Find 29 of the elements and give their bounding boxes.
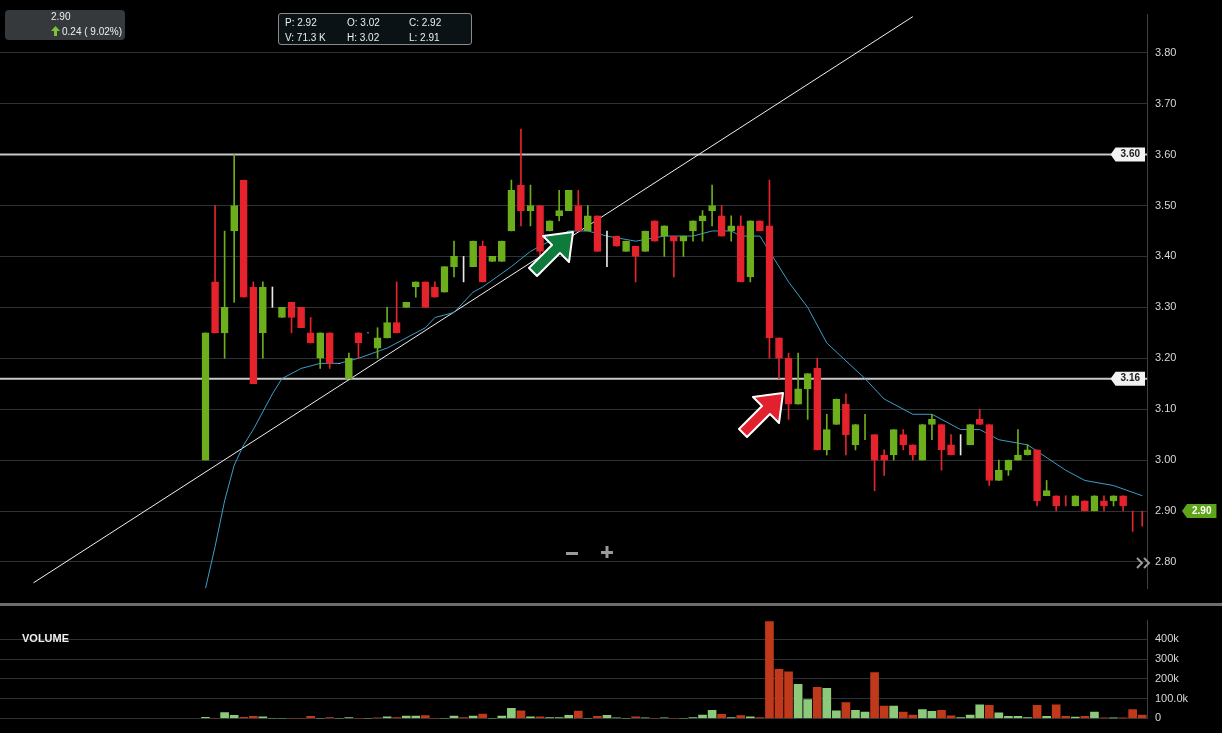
annotation: O: 3.02 — [347, 17, 381, 29]
y-tick-label: 3.30 — [1155, 300, 1177, 313]
y-tick-label: 400k — [1155, 632, 1180, 645]
ref-line-label: 3.60 — [1120, 148, 1141, 160]
y-tick-label: 2.80 — [1155, 554, 1177, 567]
y-tick-label: 200k — [1155, 671, 1180, 684]
y-tick-label: 3.00 — [1155, 453, 1177, 466]
y-tick-label: 3.50 — [1155, 198, 1177, 211]
text: VOLUME — [22, 631, 70, 644]
y-tick-label: 300k — [1155, 652, 1180, 665]
annotation: V: 71.3 K — [285, 32, 327, 44]
annotation: C: 2.92 — [409, 17, 443, 29]
annotation: 0.24 ( 9.02%) — [62, 26, 123, 37]
y-tick-label: 2.90 — [1155, 504, 1177, 517]
annotation: P: 2.92 — [285, 17, 318, 29]
quote-panel: 2.90 0.24 ( 9.02%) — [5, 10, 125, 40]
ref-line-label: 3.16 — [1120, 372, 1141, 384]
annotation: 2.90 — [51, 11, 71, 22]
y-tick-label: 3.40 — [1155, 249, 1177, 262]
y-tick-label: 3.10 — [1155, 402, 1177, 415]
annotation: H: 3.02 — [347, 32, 381, 44]
text: 2.90 — [1192, 504, 1212, 516]
y-tick-label: 100.0k — [1155, 691, 1189, 704]
y-tick-label: 3.20 — [1155, 351, 1177, 364]
y-tick-label: 3.70 — [1155, 96, 1177, 109]
y-tick-label: 0 — [1155, 711, 1162, 724]
y-tick-label: 3.80 — [1155, 45, 1177, 58]
annotation: L: 2.91 — [409, 32, 441, 44]
y-tick-label: 3.60 — [1155, 147, 1177, 160]
